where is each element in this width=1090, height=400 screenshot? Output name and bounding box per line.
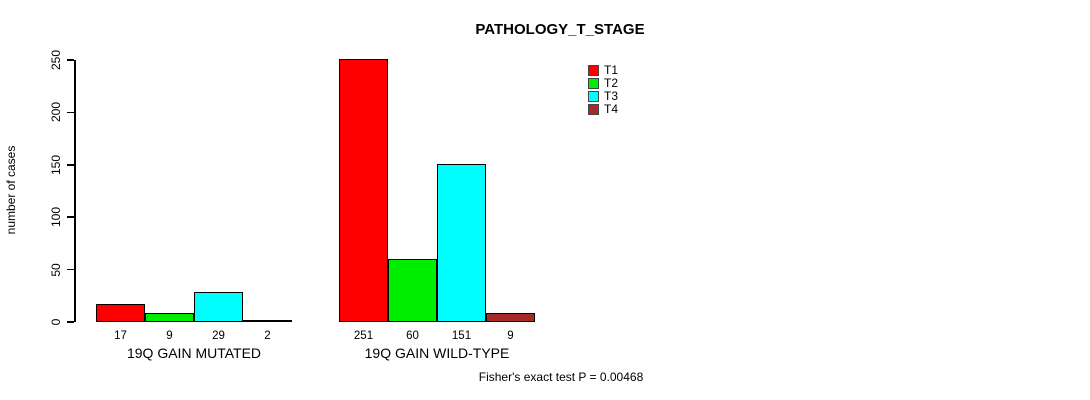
legend-item-t2: T2 (588, 77, 618, 90)
legend-swatch-t2-icon (588, 78, 599, 89)
y-axis-tick-label: 0 (49, 318, 63, 326)
bar-value-label: 251 (353, 330, 374, 342)
legend-label-t1: T1 (604, 63, 619, 77)
y-axis-tick (67, 216, 74, 218)
legend-item-t1: T1 (588, 64, 618, 77)
y-axis-line (74, 60, 76, 322)
legend-label-t4: T4 (604, 102, 619, 116)
bar-value-label: 17 (114, 330, 127, 342)
legend-label-t2: T2 (604, 76, 619, 90)
y-axis-tick (67, 321, 74, 323)
bar-value-label: 151 (451, 330, 472, 342)
bar-t3-group1 (194, 291, 243, 322)
group-label-wild-type: 19Q GAIN WILD-TYPE (364, 345, 510, 361)
bar-value-label: 9 (166, 330, 173, 342)
legend-swatch-t3-icon (588, 91, 599, 102)
y-axis-tick (67, 268, 74, 271)
bar-value-label: 60 (406, 330, 419, 342)
legend: T1 T2 T3 T4 (588, 64, 618, 116)
bar-t1-group2 (339, 58, 388, 322)
bar-t3-group2 (437, 163, 486, 322)
y-axis-tick (67, 59, 74, 61)
legend-item-t3: T3 (588, 90, 618, 103)
chart-title: PATHOLOGY_T_STAGE (475, 21, 645, 38)
legend-swatch-t1-icon (588, 65, 599, 76)
y-axis-tick (67, 111, 74, 114)
legend-item-t4: T4 (588, 103, 618, 116)
group-label-mutated: 19Q GAIN MUTATED (126, 345, 262, 361)
bar-value-label: 2 (264, 330, 271, 342)
bar-t2-group1 (145, 312, 194, 322)
bar-t2-group2 (388, 259, 437, 322)
legend-swatch-t4-icon (588, 104, 599, 115)
legend-label-t3: T3 (604, 89, 619, 103)
y-axis-tick-label: 100 (49, 207, 63, 228)
y-axis-tick-label: 250 (49, 49, 63, 71)
y-axis-tick-label: 200 (49, 102, 63, 123)
y-axis-tick (67, 164, 74, 166)
bar-value-label: 9 (507, 330, 514, 342)
bar-t1-group1 (96, 304, 145, 322)
y-axis-tick-label: 50 (49, 262, 63, 277)
bar-value-label: 29 (212, 330, 225, 342)
bar-t4-group2 (486, 312, 535, 322)
fisher-test-annotation: Fisher's exact test P = 0.00468 (478, 370, 644, 384)
y-axis-tick-label: 150 (49, 154, 63, 175)
bar-t4-group1 (243, 319, 292, 322)
